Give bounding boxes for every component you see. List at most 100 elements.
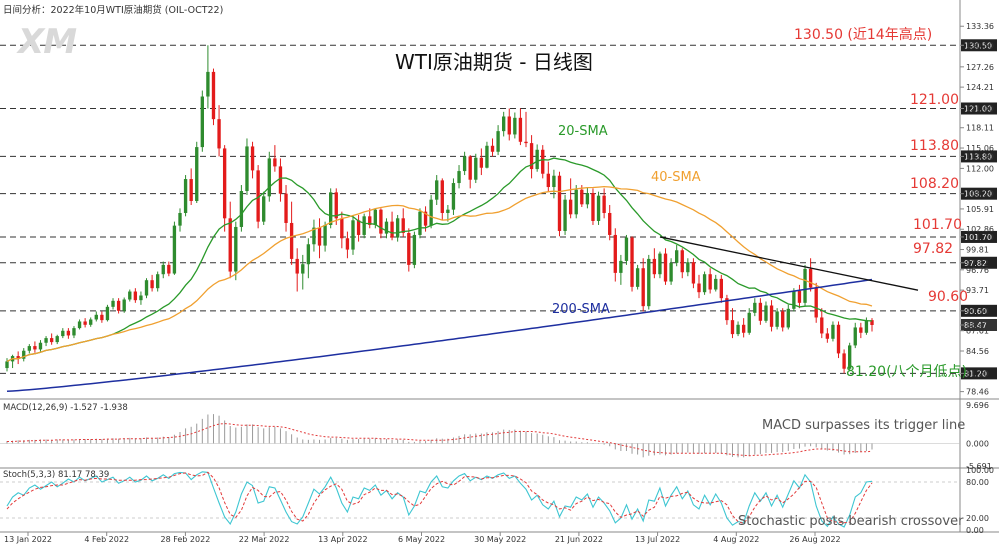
stoch-k-line [6,471,873,528]
candle-body [351,220,355,250]
candle-body [144,280,149,296]
candle-body [200,96,204,148]
candle-body [557,175,562,231]
sma40-line [6,185,873,362]
time-tick-label: 6 May 2022 [398,535,445,544]
candle-body [94,314,98,320]
candle-body [239,191,244,227]
candle-body [172,225,177,274]
candle-body [563,199,567,231]
candle-body [161,264,165,275]
price-tick-label: 130.50 [966,41,994,50]
candle-body [708,274,712,290]
candle-body [691,262,696,284]
time-tick-label: 13 Apr 2022 [318,535,367,544]
candle-body [412,234,417,265]
candle-body [568,199,573,215]
candle-body [663,253,668,282]
candle-body [725,298,729,321]
candle-body [786,308,790,328]
price-tick-label: 99.81 [966,246,989,255]
candle-body [803,268,807,303]
candle-body [72,328,76,336]
candle-body [61,330,65,337]
candle-body [652,258,657,275]
sma20-line [6,157,873,362]
candle-body [697,283,701,293]
candle-body [267,158,271,197]
level-tag-box [961,150,997,163]
candle-body [256,170,260,222]
level-tag-box [961,256,997,269]
level-tag-label: 90.60 [964,307,987,316]
candle-body [753,302,757,313]
price-tick-label: 81.20 [966,369,989,378]
candle-body [55,336,59,343]
macd-legend: MACD(12,26,9) -1.527 -1.938 [3,403,128,413]
candle-body [736,324,740,335]
candle-body [278,166,283,194]
candle-body [574,189,578,215]
macd-tick-label: -5.691 [966,462,992,471]
macd-signal-line [7,423,873,457]
candle-body [814,287,818,318]
level-label-101-70: 101.70 [913,217,962,233]
candle-body [89,319,93,325]
candle-body [284,193,288,223]
candle-body [702,274,707,293]
candle-body [323,224,327,246]
candle-body [122,299,126,311]
current-price-tag [961,318,997,331]
time-tick-label: 22 Mar 2022 [239,535,290,544]
candle-body [714,278,718,290]
level-label-113-80: 113.80 [910,138,959,154]
level-tag-label: 81.20 [964,369,987,378]
candle-body [859,327,863,333]
candle-body [167,264,171,274]
level-tag-label: 130.50 [964,41,992,50]
candle-body [178,212,182,226]
candle-body [479,157,484,168]
level-tag-label: 113.80 [964,152,992,161]
candle-body [764,305,768,321]
price-tick-label: 78.46 [966,388,989,397]
candle-body [33,346,37,350]
candle-body [384,221,389,234]
candle-body [630,237,634,287]
candle-body [524,141,528,144]
stoch-legend: Stoch(5,3,3) 81.17 78.39 [3,470,110,480]
candle-body [234,226,238,272]
macd-tick-label: 0.000 [966,439,989,448]
candle-body [334,192,338,219]
level-tag-box [961,367,997,380]
stoch-tick-label: 0.00 [966,526,984,535]
candle-body [836,324,841,354]
level-tag-label: 97.82 [964,259,987,268]
candle-body [797,290,802,303]
level-tag-box [961,230,997,243]
price-tick-label: 105.91 [966,205,994,214]
chart-caption: 日间分析：2022年10月WTI原油期货 (OIL-OCT22) [3,5,224,16]
time-tick-label: 4 Feb 2022 [84,535,129,544]
candle-body [373,209,377,225]
candle-body [864,320,869,333]
candle-body [730,320,735,335]
candle-body [485,145,489,168]
price-tick-label: 118.11 [966,124,994,133]
stoch-note: Stochastic posts bearish crossover [738,514,964,529]
macd-note: MACD surpasses its trigger line [762,418,966,433]
candle-body [150,280,154,289]
price-tick-label: 112.00 [966,164,994,173]
candle-body [379,209,383,234]
candle-body [340,218,344,239]
candle-body [529,143,534,170]
xm-watermark-logo: XM [18,22,77,62]
level-label-130-50: 130.50 (近14年高点) [794,27,933,43]
candle-body [669,262,673,282]
chart-title: WTI原油期货 - 日线图 [395,50,593,74]
candle-body [608,212,612,235]
candle-body [228,218,232,272]
candle-body [585,193,590,205]
price-tick-label: 88.47 [966,321,989,330]
candle-body [139,295,143,301]
